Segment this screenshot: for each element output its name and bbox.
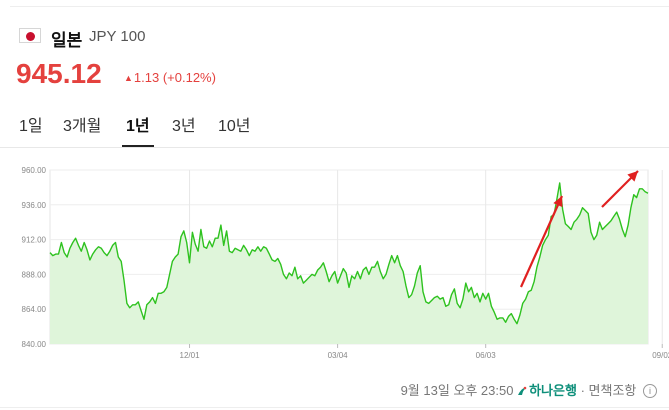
disclaimer-link[interactable]: 면책조항 <box>588 383 637 398</box>
price-change-value: 1.13 (+0.12%) <box>133 70 216 85</box>
x-tick-label: 03/04 <box>328 351 349 360</box>
y-tick-label: 912.00 <box>22 236 47 245</box>
rate-area-fill <box>50 183 648 344</box>
x-tick-label: 12/01 <box>180 351 201 360</box>
top-border <box>10 6 669 7</box>
bottom-border <box>0 407 669 408</box>
currency-unit: JPY 100 <box>89 28 146 45</box>
tab-1-day[interactable]: 1일 <box>19 118 43 135</box>
japan-flag-icon <box>19 28 41 43</box>
y-tick-label: 888.00 <box>22 270 47 279</box>
tab-3-years[interactable]: 3년 <box>172 118 196 135</box>
source-logo: 하나은행 <box>517 383 577 398</box>
x-axis: 12/01 03/04 06/03 09/02 <box>180 344 669 360</box>
up-triangle-icon: ▲ <box>124 73 133 83</box>
tab-1-year[interactable]: 1년 <box>126 118 150 135</box>
y-tick-label: 864.00 <box>22 305 47 314</box>
tab-3-months[interactable]: 3개월 <box>63 118 102 135</box>
y-tick-label: 936.00 <box>22 201 47 210</box>
footer: 9월 13일 오후 23:50 하나은행 · 면책조항 i <box>401 380 657 399</box>
tab-10-years[interactable]: 10년 <box>218 118 251 135</box>
hana-bank-logo-icon <box>518 386 527 395</box>
update-timestamp: 9월 13일 오후 23:50 <box>400 383 514 398</box>
period-tabs: 1일 3개월 1년 3년 10년 <box>0 112 669 142</box>
rate-line <box>49 182 649 325</box>
y-tick-label: 840.00 <box>22 340 47 349</box>
country-name: 일본 <box>51 31 83 50</box>
active-tab-indicator <box>122 145 154 147</box>
footer-separator: · <box>580 383 585 398</box>
rate-chart[interactable]: 840.00 864.00 888.00 912.00 936.00 960.00 12/… <box>0 155 669 370</box>
x-tick-label: 09/02 <box>652 351 669 360</box>
source-bank-name: 하나은행 <box>529 383 577 398</box>
y-tick-label: 960.00 <box>22 166 47 175</box>
info-icon[interactable]: i <box>643 384 657 398</box>
price-change: ▲1.13 (+0.12%) <box>124 70 216 85</box>
red-arrow-annotation <box>519 195 564 288</box>
x-tick-label: 06/03 <box>476 351 497 360</box>
y-axis: 840.00 864.00 888.00 912.00 936.00 960.00 <box>22 166 47 349</box>
exchange-rate-price: 945.12 <box>16 58 102 89</box>
tabs-divider <box>0 147 669 148</box>
